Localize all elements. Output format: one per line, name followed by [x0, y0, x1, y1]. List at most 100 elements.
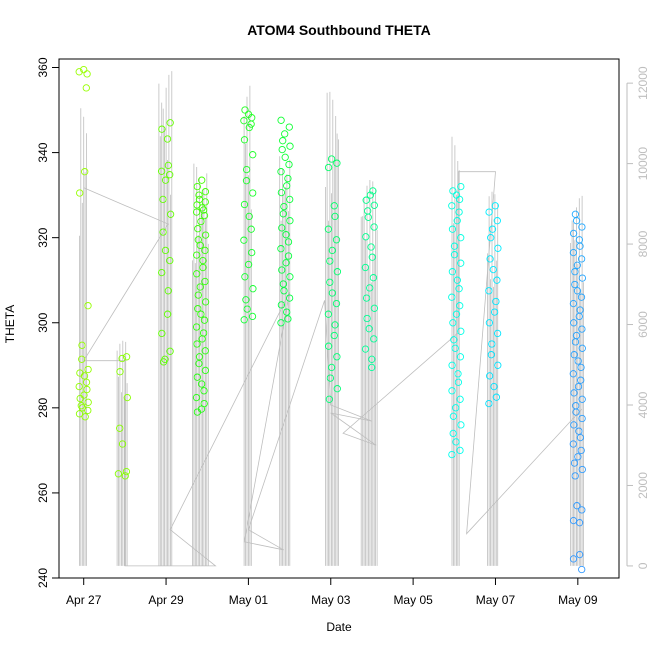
theta-point: [328, 289, 336, 297]
theta-point: [122, 467, 131, 476]
theta-point: [368, 355, 376, 363]
theta-point: [201, 188, 210, 196]
theta-point: [76, 394, 84, 403]
theta-point: [277, 188, 286, 197]
theta-point: [448, 225, 457, 233]
theta-point: [365, 325, 373, 333]
theta-point: [569, 229, 578, 238]
theta-point: [286, 217, 294, 225]
theta-point: [284, 238, 293, 246]
theta-point: [367, 243, 375, 251]
theta-point: [158, 268, 166, 277]
theta-point: [198, 176, 206, 184]
theta-point: [193, 373, 201, 381]
theta-point: [333, 385, 341, 393]
theta-point: [487, 234, 495, 242]
theta-point: [159, 195, 167, 204]
theta-point: [324, 342, 333, 350]
y2-tick-label: 0: [636, 562, 650, 569]
theta-point: [330, 331, 338, 340]
theta-point: [166, 256, 174, 265]
theta-point: [578, 344, 586, 352]
theta-point: [333, 353, 341, 361]
theta-point: [578, 414, 586, 423]
theta-point: [487, 351, 495, 359]
y-tick-label: 340: [36, 142, 50, 162]
y2-tick-label: 6000: [636, 311, 650, 338]
theta-point: [574, 453, 582, 461]
theta-point: [161, 246, 170, 255]
theta-point: [493, 217, 501, 225]
theta-point: [449, 319, 457, 327]
theta-point: [570, 459, 579, 467]
theta-point: [281, 130, 289, 138]
theta-point: [81, 168, 89, 176]
theta-point: [201, 246, 209, 255]
theta-point: [368, 253, 376, 261]
theta-point: [453, 217, 461, 225]
theta-point: [569, 299, 578, 308]
theta-point: [198, 380, 206, 388]
theta-point: [457, 182, 465, 191]
theta-point: [326, 257, 334, 265]
theta-point: [195, 359, 203, 368]
plot-frame: [58, 58, 620, 579]
theta-point: [452, 438, 460, 446]
theta-point: [241, 106, 249, 114]
theta-point: [572, 408, 580, 416]
theta-point: [577, 255, 586, 263]
theta-point: [361, 345, 370, 353]
theta-point: [82, 84, 90, 92]
theta-point: [569, 440, 577, 448]
theta-points-layer: [75, 65, 587, 574]
theta-point: [242, 165, 251, 174]
theta-point: [244, 260, 253, 269]
theta-point: [574, 357, 582, 365]
theta-point: [123, 393, 131, 402]
y-tick-label: 260: [36, 483, 50, 503]
theta-point: [198, 204, 206, 212]
theta-point: [452, 310, 461, 318]
theta-point: [277, 245, 285, 253]
theta-point: [196, 283, 204, 291]
theta-point: [575, 312, 583, 321]
theta-point: [572, 217, 581, 225]
theta-point: [570, 319, 578, 327]
theta-point: [281, 153, 289, 161]
theta-point: [324, 225, 333, 233]
theta-point: [159, 358, 168, 366]
theta-point: [330, 202, 338, 210]
theta-point: [249, 189, 257, 197]
theta-point: [193, 182, 201, 191]
x-tick-label: Apr 29: [148, 593, 184, 607]
theta-point: [240, 136, 249, 144]
theta-point: [455, 285, 463, 293]
theta-point: [362, 196, 370, 204]
theta-point: [114, 470, 123, 478]
theta-point: [201, 366, 210, 375]
theta-point: [570, 389, 578, 397]
theta-point: [331, 321, 339, 329]
theta-point: [369, 187, 377, 195]
theta-point: [196, 241, 204, 249]
theta-point: [163, 310, 172, 318]
theta-point: [201, 198, 209, 206]
theta-point: [116, 368, 124, 376]
theta-point: [280, 202, 288, 211]
theta-point: [192, 323, 201, 331]
theta-point: [159, 228, 167, 236]
theta-point: [573, 287, 582, 295]
y-tick-label: 360: [36, 57, 50, 77]
theta-point: [240, 200, 249, 209]
theta-point: [75, 68, 83, 76]
theta-point: [278, 224, 286, 232]
theta-point: [578, 395, 586, 403]
theta-point: [574, 382, 583, 391]
theta-point: [84, 302, 92, 310]
theta-point: [248, 312, 257, 321]
theta-point: [326, 374, 335, 382]
theta-point: [83, 385, 91, 394]
theta-point: [364, 213, 372, 221]
theta-point: [163, 135, 172, 143]
theta-point: [240, 117, 248, 125]
